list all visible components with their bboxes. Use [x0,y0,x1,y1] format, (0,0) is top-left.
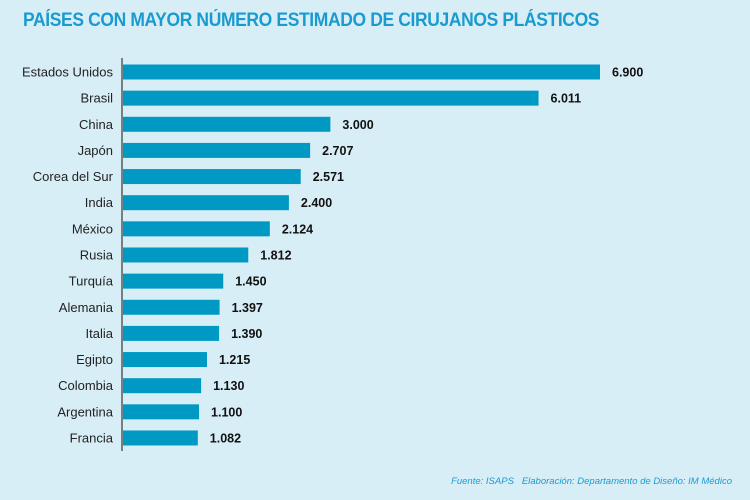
value-label: 1.100 [211,405,242,419]
bar [123,430,198,446]
bar [123,142,311,158]
bar [123,90,539,106]
category-label: Estados Unidos [22,65,114,80]
bar [123,299,220,315]
chart-title: PAÍSES CON MAYOR NÚMERO ESTIMADO DE CIRU… [23,10,600,31]
value-label: 1.215 [219,353,250,367]
category-label: Corea del Sur [33,169,114,184]
bar [123,169,301,185]
value-label: 1.812 [260,248,291,262]
bar [123,247,249,263]
category-label: India [85,195,114,210]
value-label: 1.397 [232,301,263,315]
category-label: China [79,117,114,132]
value-label: 2.571 [313,170,344,184]
value-label: 2.400 [301,196,332,210]
category-label: Egipto [76,352,113,367]
category-label: Brasil [80,91,113,106]
bar [123,378,202,394]
value-label: 6.900 [612,66,643,80]
bar [123,273,224,289]
value-label: 1.390 [231,327,262,341]
category-label: Francia [70,430,114,445]
bar [123,221,270,237]
category-label: Rusia [80,247,114,262]
bar [123,325,220,341]
bar [123,195,289,211]
category-label: Colombia [58,378,114,393]
value-label: 1.130 [213,379,244,393]
bar [123,352,207,368]
value-label: 2.707 [322,144,353,158]
category-label: Japón [78,143,113,158]
category-label: Italia [86,326,114,341]
value-label: 1.082 [210,431,241,445]
category-label: Turquía [69,274,114,289]
category-label: Argentina [57,404,113,419]
category-label: México [72,221,113,236]
bar [123,64,600,80]
value-label: 2.124 [282,222,313,236]
category-label: Alemania [59,300,114,315]
value-label: 3.000 [342,118,373,132]
source-footer: Fuente: ISAPS Elaboración: Departamento … [451,476,732,487]
bar [123,116,331,132]
value-label: 1.450 [235,275,266,289]
bar [123,404,200,420]
value-label: 6.011 [551,92,582,106]
